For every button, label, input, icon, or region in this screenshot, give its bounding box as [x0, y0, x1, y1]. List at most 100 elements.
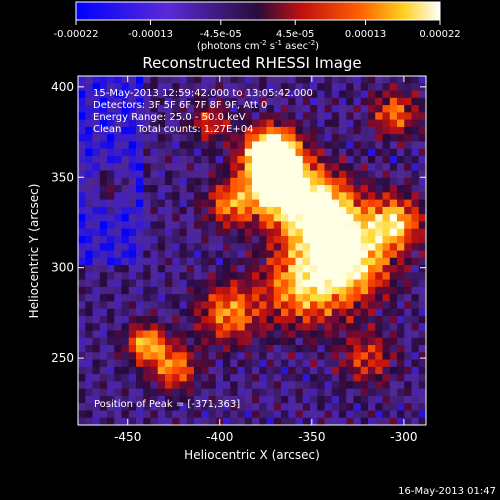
heatmap-cell — [346, 250, 354, 259]
heatmap-cell — [143, 134, 151, 142]
heatmap-cell — [266, 330, 275, 339]
heatmap-cell — [194, 410, 202, 419]
heatmap-cell — [223, 381, 231, 390]
heatmap-cell — [317, 214, 325, 222]
heatmap-cell — [368, 279, 376, 288]
heatmap-cell — [201, 105, 209, 113]
heatmap-cell — [252, 417, 260, 425]
heatmap-cell — [78, 337, 86, 346]
heatmap-cell — [411, 83, 420, 91]
heatmap-cell — [128, 395, 137, 404]
heatmap-cell — [136, 359, 144, 368]
colorbar-tick-label: -4.5e-05 — [200, 29, 242, 40]
heatmap-cell — [266, 177, 275, 186]
heatmap-cell — [114, 403, 122, 411]
heatmap-cell — [331, 279, 340, 288]
heatmap-cell — [259, 155, 267, 164]
heatmap-cell — [310, 257, 318, 266]
heatmap-cell — [121, 97, 130, 106]
heatmap-cell — [114, 294, 122, 302]
heatmap-cell — [346, 199, 354, 208]
heatmap-cell — [382, 345, 391, 353]
heatmap-cell — [404, 403, 412, 411]
heatmap-cell — [375, 257, 383, 266]
heatmap-cell — [324, 235, 333, 244]
heatmap-cell — [317, 359, 325, 368]
heatmap-cell — [368, 265, 376, 273]
heatmap-cell — [339, 199, 347, 208]
heatmap-cell — [172, 272, 180, 280]
heatmap-cell — [150, 417, 159, 425]
heatmap-cell — [208, 148, 217, 157]
heatmap-cell — [288, 97, 296, 106]
heatmap-cell — [324, 294, 333, 302]
heatmap-cell — [259, 410, 267, 419]
heatmap-cell — [244, 148, 253, 157]
heatmap-cell — [259, 141, 267, 150]
heatmap-cell — [368, 214, 376, 222]
heatmap-cell — [78, 374, 86, 382]
heatmap-cell — [136, 388, 144, 397]
heatmap-cell — [179, 410, 188, 419]
heatmap-cell — [339, 185, 347, 193]
heatmap-cell — [244, 83, 253, 91]
heatmap-cell — [78, 177, 86, 186]
heatmap-cell — [107, 141, 115, 150]
heatmap-cell — [78, 185, 86, 193]
heatmap-cell — [339, 235, 347, 244]
heatmap-cell — [339, 323, 347, 331]
heatmap-cell — [382, 330, 391, 339]
heatmap-cell — [302, 286, 311, 295]
heatmap-cell — [302, 330, 311, 339]
heatmap-cell — [368, 97, 376, 106]
heatmap-cell — [237, 199, 246, 208]
heatmap-cell — [165, 148, 173, 157]
heatmap-cell — [339, 134, 347, 142]
heatmap-cell — [317, 97, 325, 106]
heatmap-cell — [128, 417, 137, 425]
heatmap-cell — [346, 337, 354, 346]
heatmap-cell — [128, 250, 137, 259]
heatmap-cell — [295, 410, 304, 419]
heatmap-cell — [186, 134, 195, 142]
heatmap-cell — [368, 286, 376, 295]
heatmap-cell — [172, 403, 180, 411]
heatmap-cell — [237, 388, 246, 397]
heatmap-cell — [418, 337, 426, 346]
heatmap-cell — [179, 330, 188, 339]
heatmap-cell — [128, 243, 137, 251]
heatmap-cell — [353, 315, 362, 324]
heatmap-cell — [266, 243, 275, 251]
heatmap-cell — [194, 381, 202, 390]
heatmap-cell — [223, 403, 231, 411]
heatmap-cell — [302, 105, 311, 113]
heatmap-cell — [382, 235, 391, 244]
heatmap-cell — [397, 315, 405, 324]
heatmap-cell — [208, 105, 217, 113]
heatmap-cell — [201, 286, 209, 295]
heatmap-cell — [411, 228, 420, 237]
heatmap-cell — [172, 301, 180, 310]
heatmap-cell — [143, 301, 151, 310]
heatmap-cell — [418, 323, 426, 331]
heatmap-cell — [404, 76, 412, 84]
heatmap-cell — [121, 177, 130, 186]
heatmap-cell — [201, 243, 209, 251]
heatmap-cell — [259, 301, 267, 310]
heatmap-cell — [128, 185, 137, 193]
heatmap-cell — [368, 112, 376, 121]
heatmap-cell — [295, 141, 304, 150]
heatmap-cell — [404, 301, 412, 310]
heatmap-cell — [324, 330, 333, 339]
heatmap-cell — [230, 119, 238, 128]
heatmap-cell — [179, 228, 188, 237]
heatmap-cell — [360, 243, 369, 251]
heatmap-cell — [172, 243, 180, 251]
heatmap-cell — [194, 272, 202, 280]
colorbar-tick-label: 0.00013 — [345, 29, 386, 40]
heatmap-cell — [99, 126, 108, 135]
heatmap-cell — [85, 155, 93, 164]
heatmap-cell — [324, 83, 333, 91]
heatmap-cell — [317, 126, 325, 135]
heatmap-cell — [382, 366, 391, 375]
